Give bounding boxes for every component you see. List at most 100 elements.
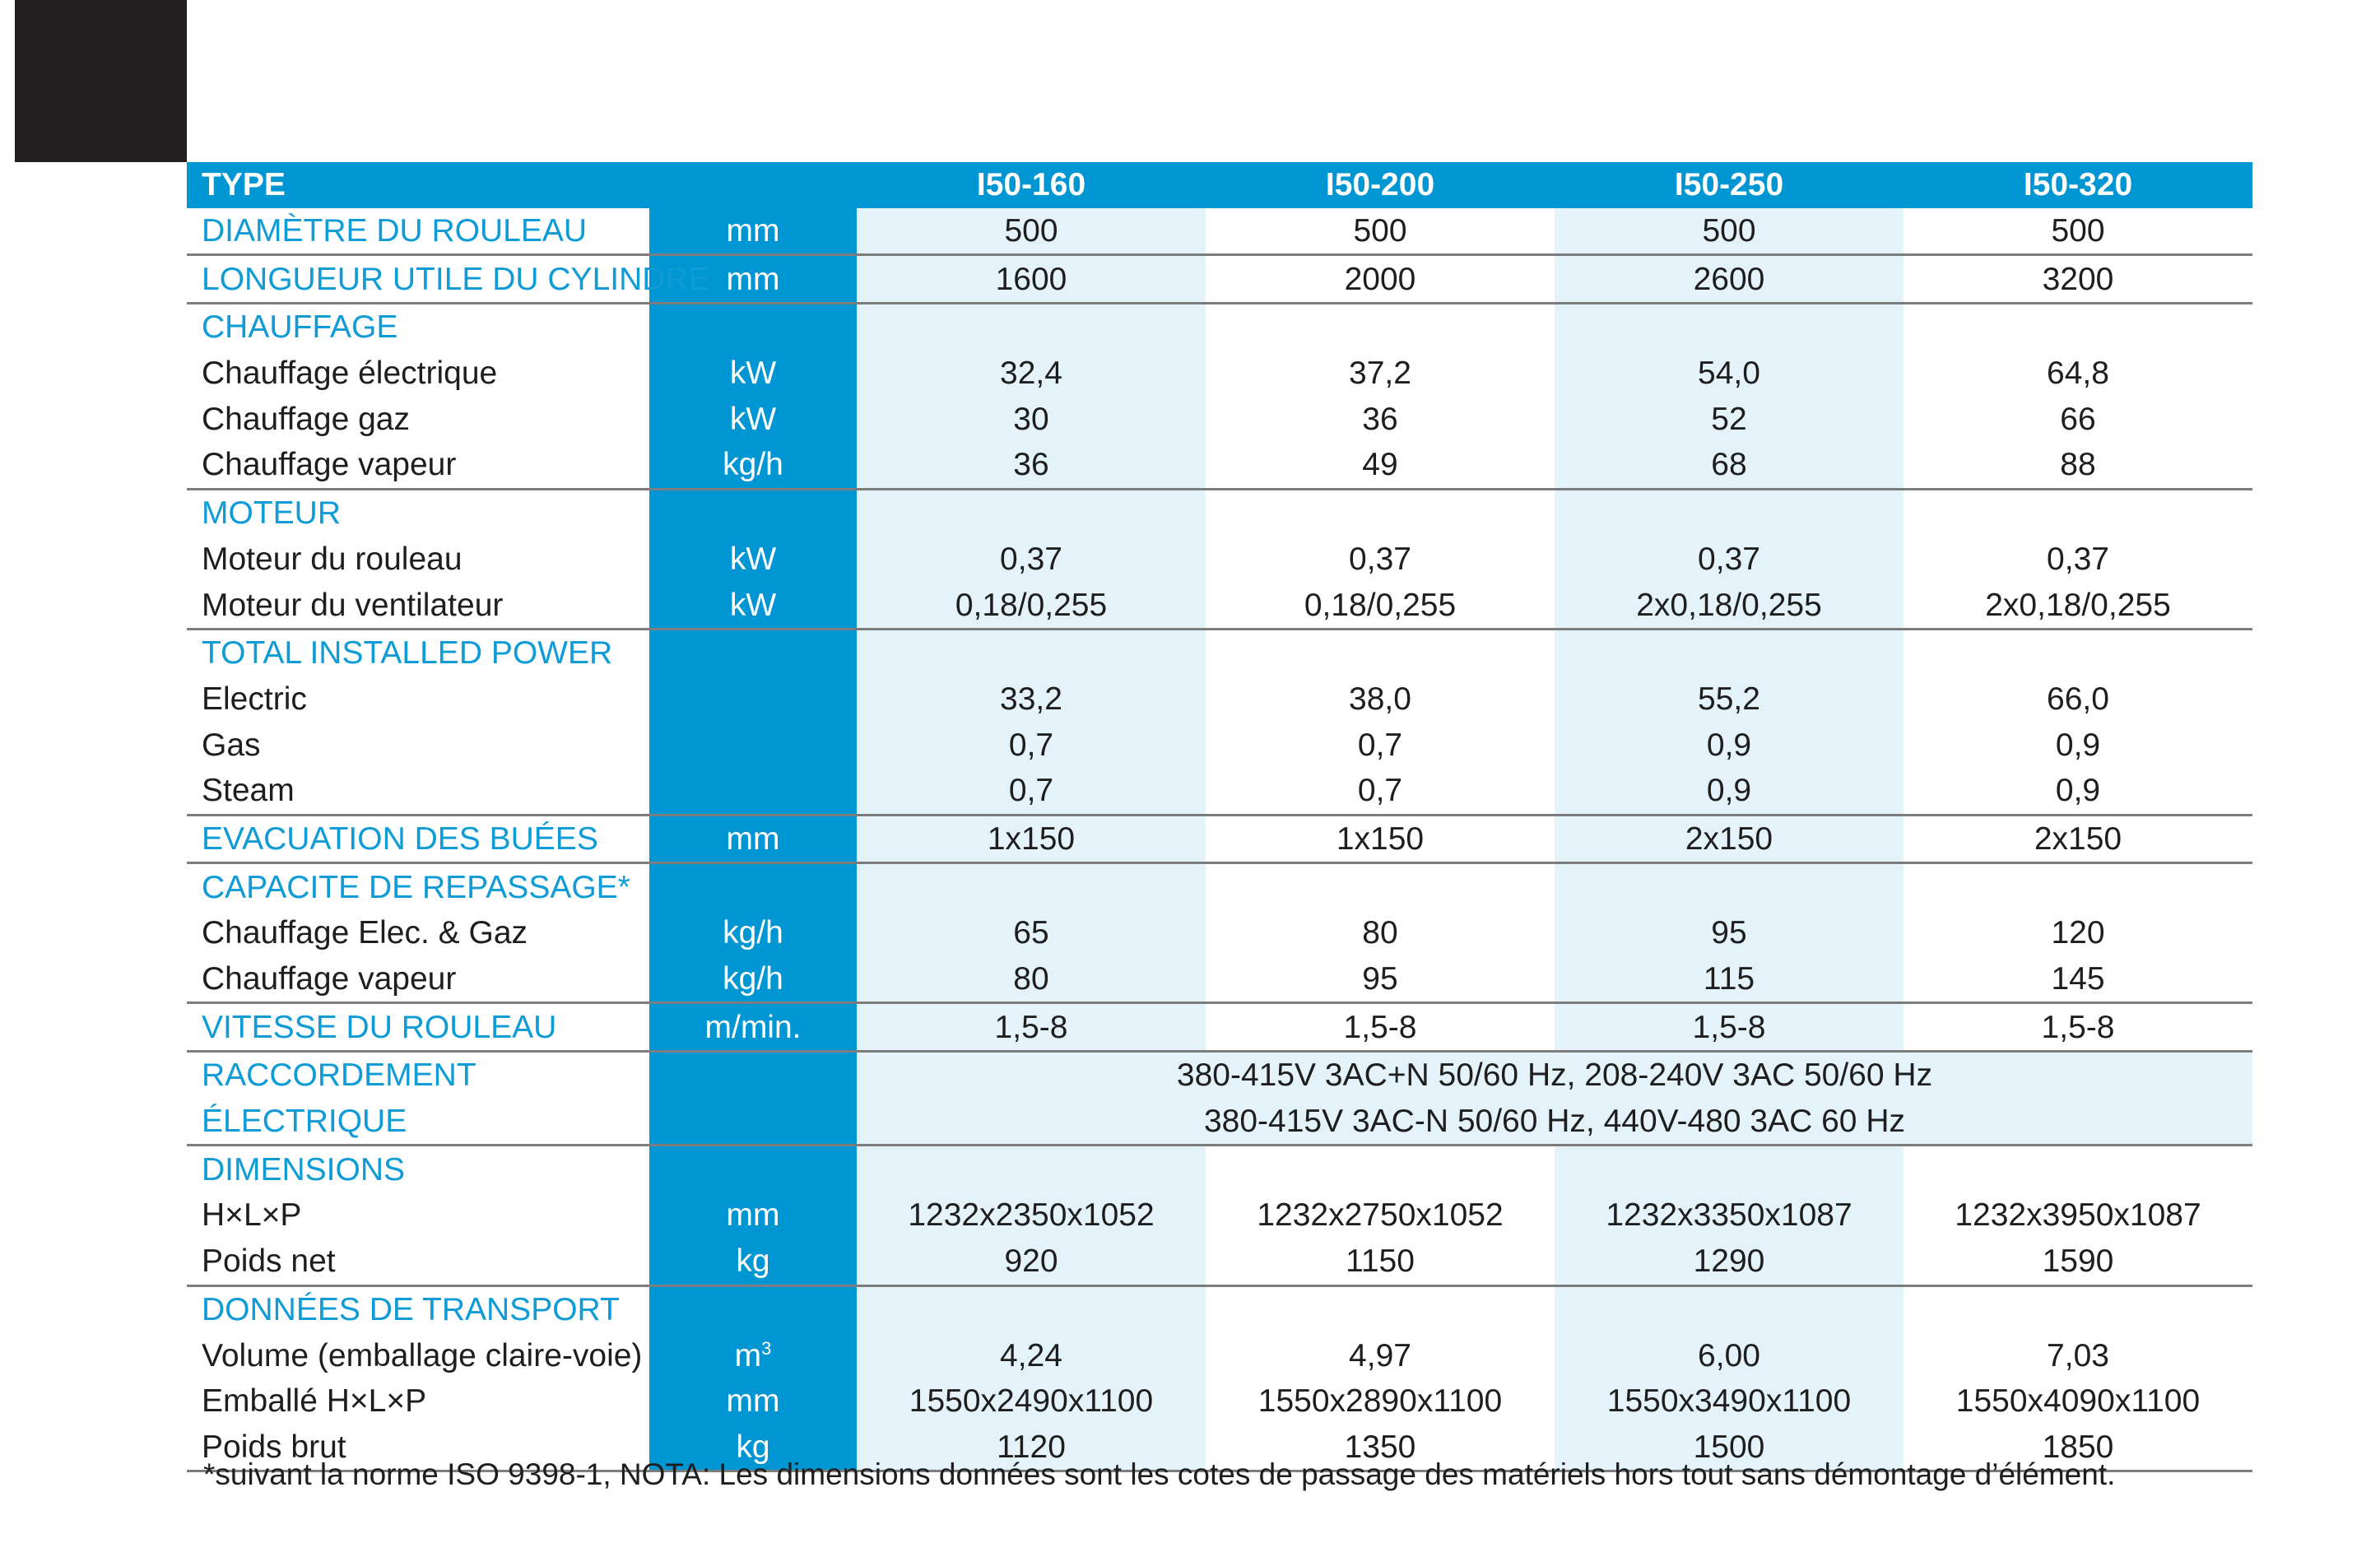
cell-value: 52 [1555,396,1904,443]
row-label: Volume (emballage claire-voie) [202,1337,643,1373]
row-unit: mm [649,1378,857,1424]
cell-value: 95 [1555,910,1904,956]
row-unit: mm [649,207,857,257]
cell-value: 1,5-8 [857,1002,1206,1053]
table-row: Moteur du ventilateur kW 0,18/0,255 0,18… [187,582,2252,630]
cell-value: 0,7 [1206,767,1555,816]
cell-value: 1x150 [1206,815,1555,865]
row-label: ÉLECTRIQUE [187,1098,649,1147]
row-unit [649,767,857,816]
section-title: CHAUFFAGE [202,309,398,346]
table-row: Electric 33,2 38,0 55,2 66,0 [187,676,2252,723]
table-row: Chauffage vapeur kg/h 80 95 115 145 [187,955,2252,1005]
row-label: Steam [187,767,649,816]
cell-value: 80 [857,955,1206,1005]
cell-value: 1120 [857,1424,1206,1473]
model-header: I50-250 [1555,162,1904,208]
cell-value: 1232x2350x1052 [857,1192,1206,1239]
cell-value: 54,0 [1555,350,1904,397]
cell-value: 2x0,18/0,255 [1555,582,1904,630]
cell-value: 65 [857,910,1206,956]
row-label: H×L×P [202,1197,302,1234]
cell-value: 0,37 [2047,541,2109,577]
cell-value: 1600 [857,254,1206,305]
cell-value: 2x0,18/0,255 [1904,582,2252,630]
cell-value: 30 [857,396,1206,443]
model-header: I50-320 [1904,162,2252,208]
table-row: Poids net kg 920 1150 1290 1590 [187,1238,2252,1287]
table-row: Steam 0,7 0,7 0,9 0,9 [187,767,2252,816]
footnote: *suivant la norme ISO 9398-1, NOTA: Les … [203,1457,2116,1491]
corner-block [15,0,187,162]
table-row: Volume (emballage claire-voie) m3 4,24 4… [187,1332,2252,1378]
row-label: LONGUEUR UTILE DU CYLINDRE [187,254,710,305]
row-label: Chauffage Elec. & Gaz [202,915,528,951]
cell-value: 0,37 [1349,541,1411,577]
cell-value: 1550x4090x1100 [1955,1383,2201,1420]
table-row: RACCORDEMENT 380-415V 3AC+N 50/60 Hz, 20… [187,1051,2252,1099]
cell-value: 145 [1904,955,2252,1005]
cell-value: 4,97 [1349,1337,1411,1373]
cell-value: 1,5-8 [1555,1002,1904,1053]
row-unit: kW [649,396,857,443]
cell-value: 115 [1555,955,1904,1005]
cell-value: 64,8 [2047,356,2109,392]
row-unit: kg/h [649,955,857,1005]
row-unit: kg/h [649,910,857,956]
table-row: Chauffage vapeur kg/h 36 49 68 88 [187,442,2252,490]
cell-value: 1590 [1904,1238,2252,1287]
row-label: Emballé H×L×P [202,1383,427,1420]
model-header: I50-200 [1206,162,1555,208]
spec-table: TYPE I50-160 I50-200 I50-250 I50-320 DIA… [187,162,2252,1473]
cell-value: 0,37 [857,536,1206,583]
cell-value: 0,9 [1555,722,1904,768]
row-unit: m3 [649,1332,857,1378]
cell-value: 36 [1362,401,1398,437]
cell-value: 6,00 [1555,1332,1904,1378]
cell-value: 3200 [1904,254,2252,305]
row-unit: mm [649,254,857,305]
cell-value: 7,03 [2047,1337,2109,1373]
cell-value: 2000 [1206,254,1555,305]
cell-value: 55,2 [1555,676,1904,723]
row-label: Moteur du ventilateur [187,582,649,630]
cell-value: 120 [2051,915,2105,951]
cell-value: 66 [2060,401,2096,437]
table-row: Chauffage gaz kW 30 36 52 66 [187,396,2252,443]
cell-value: 0,9 [1555,767,1904,816]
row-unit: kg [649,1424,857,1473]
cell-value: 0,7 [857,767,1206,816]
cell-value: 66,0 [2047,681,2109,717]
cell-value: 500 [1206,207,1555,257]
cell-value: 1290 [1555,1238,1904,1287]
table-row: DIAMÈTRE DU ROULEAU mm 500 500 500 500 [187,207,2252,257]
row-label: Chauffage gaz [202,401,410,437]
table-row: Poids brut kg 1120 1350 1500 1850 [187,1424,2252,1473]
row-label: Poids net [187,1238,649,1287]
cell-value: 0,18/0,255 [1206,582,1555,630]
cell-value: 1,5-8 [1904,1002,2252,1053]
merged-value: 380-415V 3AC+N 50/60 Hz, 208-240V 3AC 50… [857,1051,2252,1099]
row-unit: kg/h [649,442,857,490]
cell-value: 2600 [1555,254,1904,305]
row-unit: kW [649,350,857,397]
table-row: Moteur du rouleau kW 0,37 0,37 0,37 0,37 [187,536,2252,583]
row-label: Chauffage vapeur [187,955,649,1005]
row-unit [649,676,857,723]
cell-value: 1550x2890x1100 [1257,1383,1503,1420]
row-label: Moteur du rouleau [202,541,463,577]
unit-exponent: 3 [761,1337,772,1359]
table-row: H×L×P mm 1232x2350x1052 1232x2750x1052 1… [187,1192,2252,1239]
cell-value: 80 [1362,915,1398,951]
table-row: Chauffage Elec. & Gaz kg/h 65 80 95 120 [187,910,2252,956]
section-row: CAPACITE DE REPASSAGE* [187,862,2252,910]
cell-value: 1550x2490x1100 [857,1378,1206,1424]
cell-value: 33,2 [857,676,1206,723]
row-unit: m/min. [649,1002,857,1053]
cell-value: 0,7 [1357,727,1403,763]
row-unit: kg [649,1238,857,1287]
section-title: TOTAL INSTALLED POWER [202,635,613,672]
row-label: Electric [202,681,307,717]
table-header-row: TYPE I50-160 I50-200 I50-250 I50-320 [187,162,2252,208]
cell-value: 920 [857,1238,1206,1287]
